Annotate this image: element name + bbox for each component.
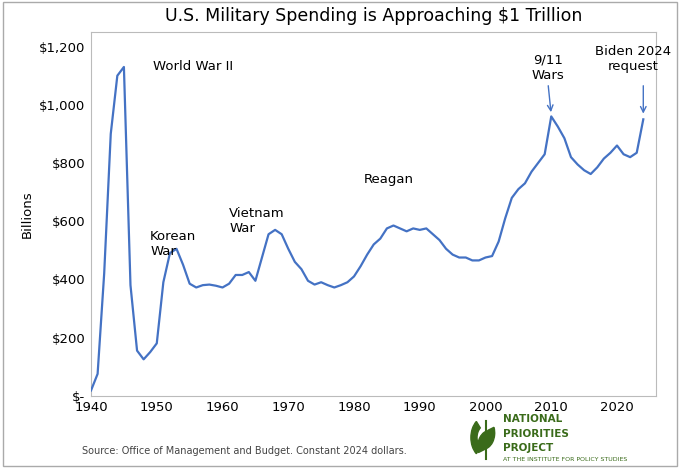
Text: Korean
War: Korean War (150, 230, 197, 258)
Y-axis label: Billions: Billions (20, 190, 33, 238)
Wedge shape (471, 422, 480, 453)
Text: PRIORITIES: PRIORITIES (503, 429, 569, 439)
Wedge shape (478, 431, 490, 453)
Title: U.S. Military Spending is Approaching $1 Trillion: U.S. Military Spending is Approaching $1… (165, 7, 583, 25)
Text: 9/11
Wars: 9/11 Wars (532, 53, 564, 81)
Text: Source: Office of Management and Budget. Constant 2024 dollars.: Source: Office of Management and Budget.… (82, 446, 407, 456)
Text: NATIONAL: NATIONAL (503, 414, 562, 424)
Text: Vietnam
War: Vietnam War (229, 206, 285, 234)
Text: World War II: World War II (154, 60, 234, 73)
Text: PROJECT: PROJECT (503, 444, 554, 453)
Wedge shape (483, 427, 494, 449)
Text: Reagan: Reagan (364, 173, 414, 186)
Text: Biden 2024
request: Biden 2024 request (596, 45, 671, 73)
Text: AT THE INSTITUTE FOR POLICY STUDIES: AT THE INSTITUTE FOR POLICY STUDIES (503, 457, 628, 462)
